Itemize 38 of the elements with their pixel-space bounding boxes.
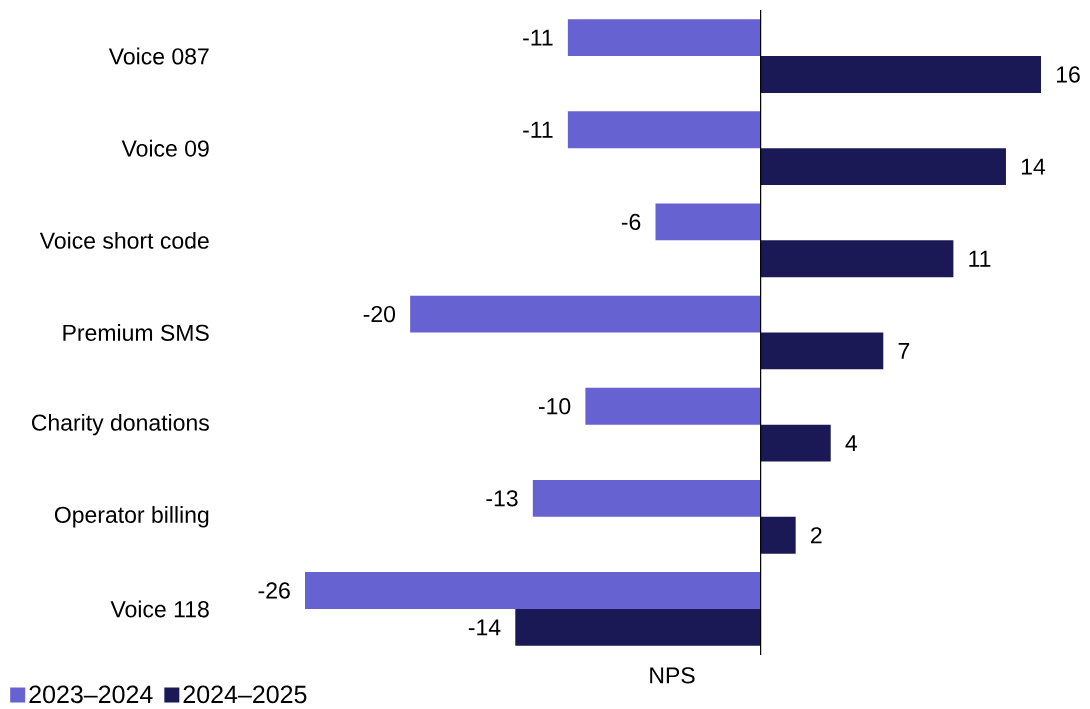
y-tick-label: Voice 09	[121, 139, 209, 157]
data-label: -11	[523, 121, 553, 138]
y-tick-label: Operator billing	[54, 506, 209, 528]
data-label: 2	[811, 527, 822, 544]
data-label: 14	[1021, 158, 1046, 175]
bar	[760, 332, 884, 370]
data-label: -10	[538, 398, 571, 415]
bar	[585, 387, 761, 425]
bar	[760, 424, 831, 462]
x-axis-title: NPS	[650, 667, 695, 684]
bar	[760, 148, 1006, 186]
data-label: 4	[845, 435, 858, 451]
y-tick-label: Voice 087	[108, 47, 209, 65]
y-tick-label: Charity donations	[31, 413, 209, 436]
data-label: -13	[486, 490, 518, 507]
legend-label: 2023–2024	[29, 685, 153, 704]
data-label: -26	[258, 582, 290, 599]
bar	[655, 203, 761, 241]
bar	[410, 295, 761, 333]
bar	[515, 608, 761, 646]
bar	[532, 479, 761, 517]
data-label: 11	[969, 250, 991, 267]
bar	[760, 516, 796, 554]
legend-label: 2024–2025	[183, 685, 307, 704]
data-label: -20	[363, 305, 396, 323]
data-label: 16	[1056, 66, 1080, 83]
bar	[567, 111, 761, 149]
data-label: -14	[468, 619, 501, 636]
y-tick-label: Premium SMS	[63, 324, 209, 341]
bar	[567, 19, 761, 57]
bar	[760, 56, 1041, 93]
data-label: -11	[523, 29, 553, 46]
y-tick-label: Voice short code	[39, 231, 209, 249]
bar	[760, 240, 954, 278]
data-label: -6	[621, 213, 641, 231]
bar	[305, 572, 761, 609]
y-tick-label: Voice 118	[110, 600, 209, 618]
data-label: 7	[898, 343, 910, 359]
